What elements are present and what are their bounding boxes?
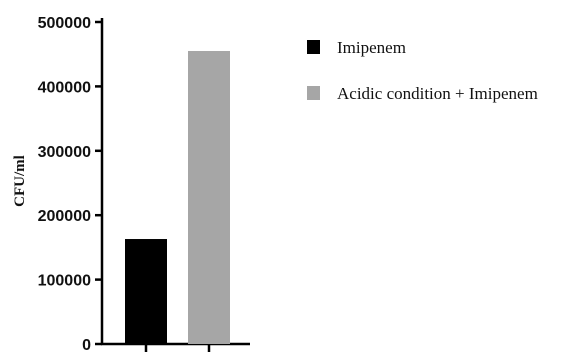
legend-label: Imipenem — [337, 38, 406, 57]
y-ticks: 0 100000 200000 300000 400000 500000 — [38, 15, 102, 354]
bars — [125, 50, 230, 344]
legend: Imipenem Acidic condition + Imipenem — [307, 38, 538, 103]
y-tick-label: 100000 — [38, 273, 91, 290]
legend-swatch — [307, 86, 320, 100]
x-ticks — [144, 344, 211, 352]
y-tick-label: 500000 — [38, 15, 91, 32]
bar — [125, 239, 167, 344]
bar — [188, 50, 230, 344]
y-tick-label: 400000 — [38, 79, 91, 96]
legend-label: Acidic condition + Imipenem — [337, 84, 538, 103]
y-axis-title: CFU/ml — [12, 155, 28, 207]
y-tick-label: 0 — [82, 337, 91, 354]
legend-swatch — [307, 40, 320, 54]
y-tick-label: 300000 — [38, 144, 91, 161]
y-tick-label: 200000 — [38, 208, 91, 225]
